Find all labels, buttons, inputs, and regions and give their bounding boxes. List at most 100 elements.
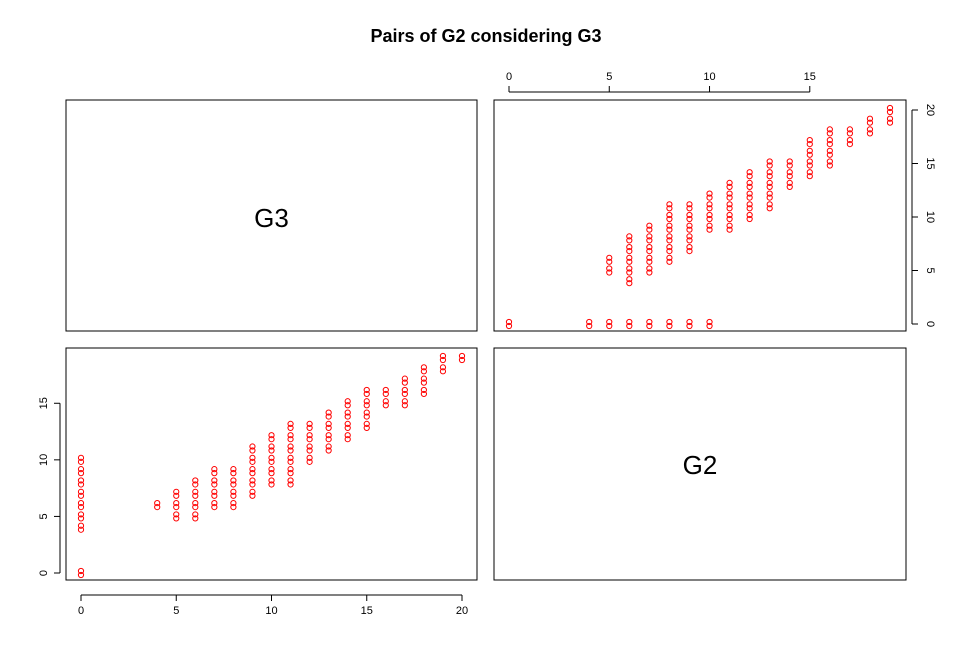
- scatter-point: [646, 233, 653, 240]
- scatter-point: [666, 254, 673, 261]
- scatter-point: [268, 443, 275, 450]
- scatter-point: [287, 481, 294, 488]
- scatter-point: [211, 470, 218, 477]
- scatter-point: [77, 488, 85, 495]
- scatter-point: [344, 432, 351, 439]
- scatter-point: [192, 500, 199, 507]
- scatter-point: [766, 158, 773, 165]
- scatter-point: [666, 244, 673, 251]
- x-tick-label: 10: [265, 605, 277, 617]
- scatter-point: [846, 126, 853, 133]
- scatter-point: [826, 158, 833, 165]
- scatter-point: [766, 190, 773, 197]
- scatter-point: [706, 211, 713, 219]
- scatter-point: [626, 280, 633, 287]
- scatter-point: [806, 147, 813, 154]
- scatter-point: [806, 173, 813, 180]
- scatter-point: [846, 130, 853, 137]
- scatter-point: [626, 248, 633, 255]
- scatter-point: [77, 454, 85, 461]
- scatter-point: [363, 420, 370, 427]
- scatter-point: [287, 454, 294, 461]
- panel-top-left-frame: [65, 99, 478, 332]
- scatter-point: [173, 515, 180, 522]
- scatter-point: [806, 158, 813, 165]
- scatter-point: [866, 130, 874, 137]
- scatter-point: [606, 318, 613, 326]
- scatter-point: [706, 205, 713, 212]
- panel-bottom-right-frame: [493, 347, 907, 581]
- scatter-point: [401, 375, 408, 382]
- scatter-point: [726, 215, 733, 223]
- scatter-point: [306, 420, 313, 427]
- scatter-point: [666, 211, 673, 219]
- scatter-point: [249, 477, 256, 484]
- scatter-point: [746, 205, 753, 212]
- x-tick-label: 5: [173, 605, 179, 617]
- scatter-point: [886, 115, 894, 122]
- chart-title: Pairs of G2 considering G3: [370, 26, 601, 46]
- scatter-point: [230, 500, 237, 507]
- scatter-point: [646, 222, 653, 229]
- scatter-point: [866, 115, 874, 122]
- scatter-point: [458, 356, 466, 364]
- scatter-point: [401, 386, 408, 394]
- scatter-point: [77, 470, 85, 477]
- scatter-point: [325, 436, 332, 443]
- y-tick-label: 0: [924, 321, 936, 327]
- scatter-point: [686, 226, 693, 233]
- scatter-point: [686, 248, 693, 255]
- x-tick-label: 0: [506, 71, 512, 83]
- scatter-point: [686, 211, 693, 219]
- scatter-point: [230, 492, 237, 499]
- scatter-point: [886, 104, 894, 112]
- scatter-point: [325, 432, 332, 439]
- scatter-point: [306, 458, 313, 465]
- scatter-point: [382, 390, 389, 398]
- scatter-point: [344, 402, 351, 409]
- scatter-point: [401, 402, 408, 409]
- scatter-point: [866, 126, 874, 133]
- scatter-point: [746, 194, 753, 201]
- scatter-point: [268, 477, 275, 484]
- scatter-point: [626, 237, 633, 244]
- scatter-point: [726, 211, 733, 219]
- scatter-point: [344, 398, 351, 405]
- scatter-point: [439, 364, 447, 371]
- scatter-point: [826, 130, 833, 137]
- scatter-point: [77, 526, 85, 533]
- scatter-point: [287, 466, 294, 473]
- scatter-point: [786, 183, 793, 190]
- scatter-point: [192, 488, 199, 495]
- diagonal-label-g3: G3: [254, 203, 289, 233]
- scatter-point: [173, 500, 180, 507]
- scatter-point: [287, 420, 294, 427]
- x-tick-label: 15: [804, 71, 816, 83]
- scatter-point: [458, 352, 466, 360]
- scatter-point: [766, 173, 773, 180]
- scatter-point: [846, 141, 853, 148]
- scatter-point: [606, 265, 613, 272]
- scatter-point: [706, 194, 713, 201]
- scatter-point: [420, 386, 427, 394]
- scatter-point: [646, 226, 653, 233]
- scatter-point: [77, 567, 85, 575]
- scatter-point: [249, 443, 256, 450]
- scatter-point: [363, 413, 370, 420]
- scatter-point: [192, 481, 199, 488]
- scatter-point: [249, 470, 256, 477]
- scatter-point: [766, 205, 773, 212]
- y-tick-label: 5: [924, 267, 936, 273]
- scatter-point: [344, 436, 351, 443]
- scatter-point: [344, 413, 351, 420]
- scatter-point: [826, 141, 833, 148]
- diagonal-label-g2: G2: [683, 450, 718, 480]
- scatter-point: [287, 443, 294, 450]
- scatter-point: [626, 258, 633, 265]
- scatter-point: [706, 226, 713, 233]
- scatter-point: [287, 458, 294, 465]
- scatter-point: [287, 436, 294, 443]
- scatter-point: [726, 201, 733, 208]
- scatter-point: [230, 488, 237, 495]
- scatter-point: [287, 424, 294, 431]
